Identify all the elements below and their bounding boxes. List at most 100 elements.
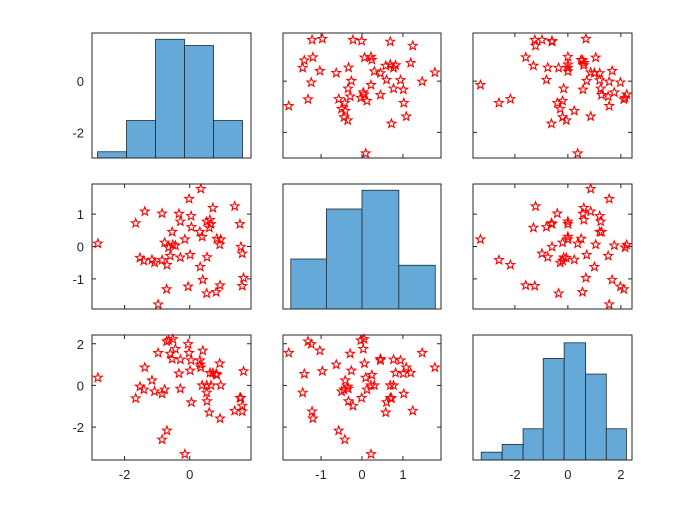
scatter-point [205, 379, 217, 391]
scatter-point [152, 298, 165, 310]
scatter-point [365, 368, 378, 380]
scatter-point [194, 182, 207, 194]
axes-box [282, 334, 442, 461]
panel-background [473, 184, 632, 309]
scatter-point [204, 366, 216, 378]
scatter-point [214, 379, 227, 391]
scatter-point [174, 382, 187, 394]
scatter-point [529, 200, 542, 212]
y-tick-label: -1 [72, 272, 84, 287]
scatter-point [397, 83, 410, 95]
x-tick-label: 2 [617, 467, 624, 482]
scatter-point [603, 75, 616, 87]
scatter-point [182, 280, 194, 292]
scatter-point [156, 253, 168, 266]
scatter-point [580, 32, 592, 44]
scatter-point [384, 379, 397, 391]
scatter-point [606, 64, 618, 76]
axes-box [91, 334, 252, 461]
scatter-point [174, 215, 187, 227]
scatter-point [540, 220, 553, 233]
scatter-point [158, 383, 171, 395]
panel-2-3 [472, 182, 633, 310]
y-tick-label: 0 [77, 378, 84, 393]
scatter-point [562, 217, 574, 230]
scatter-point [474, 233, 487, 245]
panel-3-1 [91, 333, 252, 461]
panel-1-3 [472, 32, 633, 159]
histogram-bar [361, 189, 400, 310]
scatter-point [185, 209, 197, 222]
scatter-point [166, 225, 179, 237]
scatter-point [137, 254, 150, 266]
scatter-point [156, 207, 168, 219]
scatter-point [384, 391, 397, 403]
scatter-point [603, 298, 616, 310]
scatter-point [148, 385, 161, 397]
y-tick-label: 2 [77, 337, 84, 352]
scatter-point [236, 247, 249, 259]
scatter-point [201, 251, 213, 263]
scatter-point [355, 391, 368, 403]
axes-box [472, 334, 633, 461]
scatter-point [339, 104, 352, 116]
scatter-point [595, 88, 608, 100]
scatter-point [562, 230, 574, 242]
scatter-point [577, 213, 590, 225]
scatter-point [344, 347, 356, 359]
scatter-point [404, 56, 417, 68]
scatter-point [196, 344, 209, 356]
scatter-point [406, 404, 419, 416]
scatter-point [185, 354, 197, 366]
scatter-point [358, 333, 370, 345]
scatter-point [339, 374, 352, 386]
scatter-point [588, 66, 601, 78]
scatter-point [307, 412, 319, 424]
scatter-point [416, 346, 429, 358]
scatter-point [178, 233, 191, 245]
scatter-point [355, 34, 368, 46]
scatter-point [332, 92, 345, 105]
scatter-point [138, 205, 151, 217]
scatter-point [580, 271, 592, 283]
scatter-point [196, 230, 208, 242]
scatter-point [358, 357, 371, 369]
scatter-point [330, 66, 343, 78]
axes-box [91, 32, 252, 159]
scatter-point [169, 342, 182, 354]
scatter-point [504, 258, 517, 270]
scatter-point [200, 287, 213, 299]
scatter-point [228, 404, 241, 416]
histogram-bar [213, 120, 243, 159]
scatter-point [608, 86, 621, 98]
scatter-point [91, 371, 104, 383]
scatter-point [161, 258, 173, 270]
scatter-point [342, 395, 355, 407]
scatter-point [161, 424, 173, 436]
scatter-point [389, 59, 402, 71]
scatter-point [205, 217, 217, 230]
scatter-point [577, 201, 590, 213]
scatter-point [148, 256, 161, 268]
histogram-bar [184, 45, 214, 159]
scatter-point [593, 225, 606, 237]
scatter-point [576, 285, 589, 298]
scatter-point [228, 200, 241, 212]
scatter-point [594, 82, 607, 94]
scatter-point [568, 253, 581, 265]
scatter-point [571, 147, 584, 159]
scatter-point [589, 51, 602, 63]
scatter-point [404, 366, 417, 378]
scatter-point [213, 357, 226, 369]
scatter-point [584, 110, 597, 122]
scatter-point [540, 73, 553, 85]
scatter-point [562, 65, 574, 77]
scatter-point [305, 338, 318, 350]
scatter-point [359, 371, 372, 383]
panel-1-2 [282, 32, 442, 159]
scatter-point [575, 232, 587, 244]
scatter-point [200, 386, 213, 398]
scatter-point [298, 54, 311, 66]
scatter-point [210, 285, 223, 298]
histogram-bar [585, 373, 607, 461]
